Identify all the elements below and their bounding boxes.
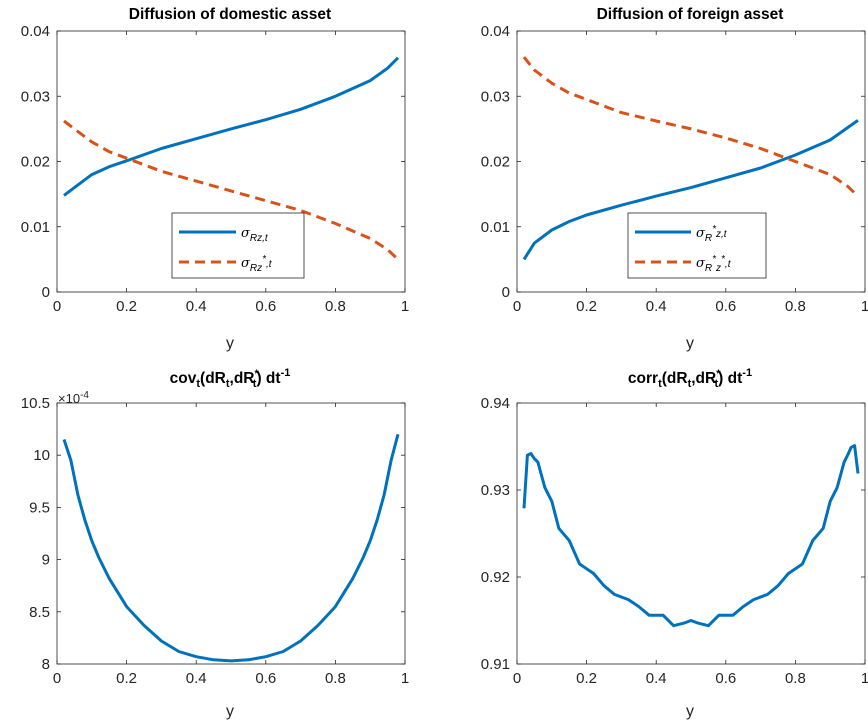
x-tick-label: 0.6 [715,670,736,687]
y-tick-label: 0.93 [481,482,510,499]
y-tick-label: 0.01 [481,219,510,236]
panel-foreign-diffusion: Diffusion of foreign asset 0 0.2 0.4 0.6 0.8… [481,6,868,352]
x-tick-label: 0.4 [646,298,667,315]
axes-box [56,402,406,665]
y-tick-label: 9.5 [29,499,50,516]
y-tick-label: 0.94 [481,395,510,412]
legend: σRz,t σRz*,t [171,212,305,279]
x-tick-label: 1 [861,298,868,315]
legend-box [171,212,305,279]
panel-domestic-diffusion: Diffusion of domestic asset 0 0.2 0.4 0.6 0.… [21,6,409,352]
y-tick-label: 0.91 [481,656,510,673]
x-axis-label: y [686,335,694,352]
y-tick-label: 0.04 [481,23,510,40]
series-line-dashed [522,56,860,198]
chart-title: covt(dRt,dR* t) dt-1 [170,367,291,390]
x-tick-label: 0.2 [116,298,137,315]
legend-entry-sigma-rstarz: σR*z,t [696,224,728,244]
x-axis-label: y [226,335,234,352]
plot-area: 0 0.2 0.4 0.6 0.8 1 8 8.5 9 9.5 10 10.5 [21,395,409,687]
y-tick-label: 0 [502,284,510,301]
x-tick-label: 0 [53,670,61,687]
panel-covariance: covt(dRt,dR* t) dt-1 ×10-4 0 0.2 0.4 0.6 0.8 1… [21,367,409,720]
y-tick-label: 10 [33,447,50,464]
plot-area: 0 0.2 0.4 0.6 0.8 1 0.91 0.92 0.93 0.94 [481,395,868,687]
y-tick-label: 0 [42,284,50,301]
x-axis-label: y [686,703,694,720]
x-tick-label: 1 [401,670,409,687]
panel-correlation: corrt(dRt,dR* t) dt-1 0 0.2 0.4 0.6 0.8 10.910… [481,367,868,720]
x-tick-label: 0.8 [325,670,346,687]
x-tick-label: 1 [861,670,868,687]
y-tick-label: 8.5 [29,604,50,621]
x-tick-label: 0.8 [325,298,346,315]
x-tick-label: 0.6 [255,670,276,687]
x-tick-label: 0.6 [255,298,276,315]
chart-title: Diffusion of foreign asset [597,6,784,23]
x-tick-label: 0.2 [576,670,597,687]
y-tick-label: 0.02 [21,154,50,171]
y-tick-label: 0.03 [21,88,50,105]
x-tick-label: 0 [53,298,61,315]
series-line-solid [522,444,860,628]
series-line-solid [63,56,400,197]
x-tick-label: 0.6 [715,298,736,315]
x-tick-label: 0 [513,670,521,687]
x-tick-label: 1 [401,298,409,315]
y-tick-label: 0.04 [21,23,50,40]
legend-box [627,212,767,279]
x-axis-label: y [226,703,234,720]
x-tick-label: 0.4 [646,670,667,687]
y-tick-label: 0.01 [21,219,50,236]
y-tick-label: 0.02 [481,154,510,171]
chart-title: corrt(dRt,dR* t) dt-1 [628,367,752,390]
chart-title: Diffusion of domestic asset [129,6,331,23]
y-tick-label: 0.92 [481,569,510,586]
series-line-dashed [63,119,400,261]
series-line-solid [522,119,859,261]
y-tick-label: 8 [42,656,50,673]
x-tick-label: 0 [513,298,521,315]
y-tick-label: 9 [42,552,50,569]
svg-text:σR*z,t: σR*z,t [696,224,728,244]
x-tick-label: 0.2 [116,670,137,687]
x-tick-label: 0.4 [186,298,207,315]
x-tick-label: 0.8 [785,670,806,687]
y-tick-label: 10.5 [21,395,50,412]
axes-box [516,402,866,665]
y-tick-label: 0.03 [481,88,510,105]
x-tick-label: 0.8 [785,298,806,315]
x-tick-label: 0.2 [576,298,597,315]
x-tick-label: 0.4 [186,670,207,687]
series-line-solid [62,433,400,663]
y-exponent-label: ×10-4 [58,390,89,406]
legend: σR*z,t σR*z*,t [627,212,767,279]
